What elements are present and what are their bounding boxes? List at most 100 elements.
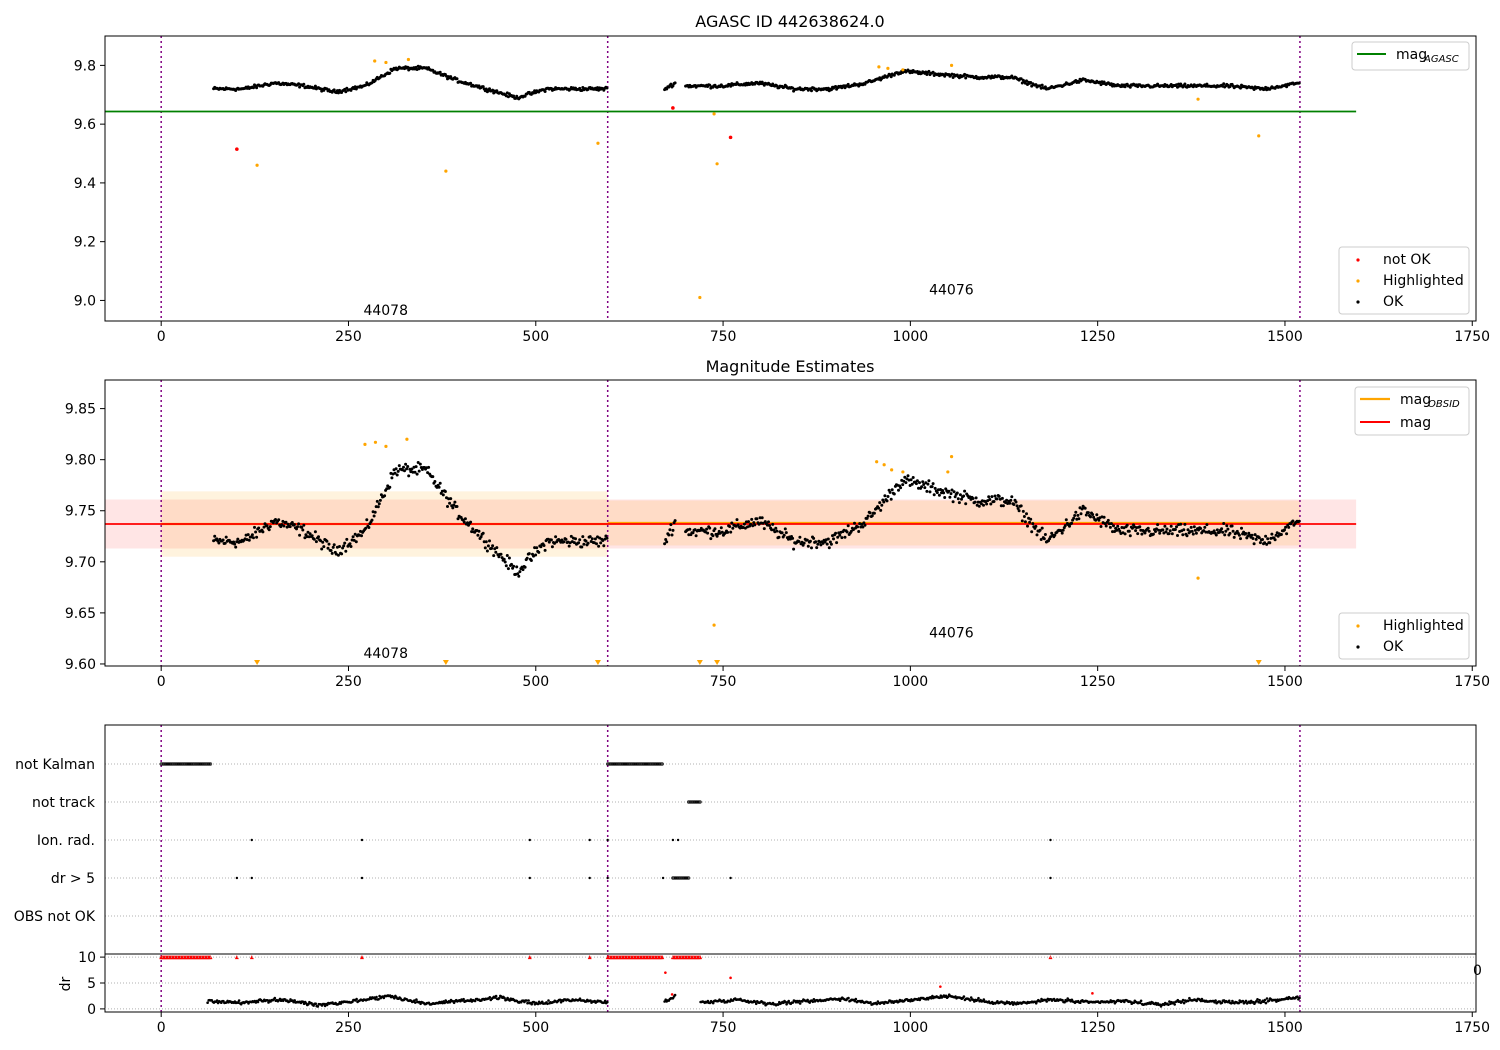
- highlighted-point: [1196, 97, 1200, 101]
- ok-point: [338, 545, 341, 548]
- ok-point: [728, 525, 732, 528]
- ok-point: [810, 89, 813, 93]
- ok-point: [490, 546, 494, 550]
- ok-point: [1095, 513, 1099, 517]
- ok-point: [948, 495, 952, 499]
- flag-point: [633, 762, 637, 766]
- ok-point: [267, 528, 271, 532]
- dr-point: [378, 994, 381, 998]
- ok-point: [882, 500, 886, 504]
- highlighted-point: [949, 455, 954, 459]
- ok-point: [265, 524, 269, 528]
- ok-point: [253, 525, 256, 529]
- dr-point: [944, 994, 948, 998]
- x-tick-label: 1000: [893, 329, 929, 345]
- ok-point: [503, 560, 507, 564]
- ok-point: [605, 536, 609, 540]
- ok-point: [431, 475, 435, 479]
- flag-label-not-kalman: not Kalman: [15, 757, 95, 773]
- below-axis-marker: [594, 660, 601, 665]
- dr-point: [754, 1002, 758, 1006]
- ok-point: [505, 554, 509, 557]
- ok-point: [296, 525, 299, 529]
- ok-point: [1297, 519, 1301, 523]
- ok-point: [1091, 513, 1095, 516]
- ok-point: [713, 527, 717, 531]
- ok-point: [1151, 532, 1155, 536]
- x-tick-label: 1750: [1454, 329, 1490, 345]
- y-tick-label: 9.75: [65, 504, 96, 520]
- ok-point: [246, 533, 250, 537]
- dr-point: [1187, 999, 1190, 1003]
- ok-point: [605, 86, 609, 90]
- ok-point: [1009, 498, 1013, 502]
- x-tick-label: 500: [522, 329, 549, 345]
- panel2-title: Magnitude Estimates: [706, 357, 875, 376]
- dr-point: [273, 996, 277, 1000]
- ok-point: [918, 481, 921, 485]
- flag-point: [689, 800, 693, 804]
- dr-point: [1045, 1000, 1048, 1003]
- ok-point: [1183, 522, 1187, 526]
- ok-point: [828, 540, 832, 544]
- ok-point: [455, 77, 459, 81]
- ok-point: [529, 559, 533, 562]
- ok-point: [1028, 520, 1032, 524]
- highlighted-point: [949, 63, 954, 67]
- flag-point: [162, 762, 166, 766]
- ok-point: [584, 539, 588, 543]
- ok-point: [1244, 532, 1248, 535]
- dr-point: [589, 999, 592, 1002]
- ok-point: [427, 465, 431, 469]
- panel3-frame: [104, 724, 1477, 1013]
- ok-point: [742, 522, 746, 526]
- flag-point: [166, 762, 171, 766]
- ok-point: [805, 538, 809, 542]
- ok-point: [665, 87, 669, 91]
- ok-point: [816, 542, 820, 546]
- ok-point: [836, 535, 840, 539]
- ok-point: [838, 533, 842, 537]
- highlighted-point: [406, 57, 411, 62]
- flag-point: [640, 762, 644, 766]
- ok-point: [671, 528, 675, 532]
- ok-point: [963, 489, 967, 493]
- highlighted-point: [384, 60, 388, 65]
- ok-point: [564, 537, 568, 541]
- ok-point: [755, 517, 759, 521]
- ok-point: [302, 523, 306, 527]
- ok-point: [664, 538, 668, 541]
- ok-point: [1252, 542, 1256, 546]
- dr-point: [711, 1001, 715, 1005]
- dr-point: [1011, 1003, 1015, 1006]
- ok-point: [1228, 531, 1232, 535]
- highlighted-point: [698, 295, 702, 300]
- flag-point: [652, 762, 656, 766]
- ok-point: [1019, 77, 1023, 81]
- flag-point: [649, 762, 653, 766]
- dr-point: [1230, 1002, 1233, 1005]
- flag-point: [196, 762, 200, 766]
- ok-point: [1034, 524, 1038, 528]
- ok-point: [414, 465, 418, 469]
- ok-point: [904, 481, 908, 485]
- ok-point: [550, 545, 554, 549]
- dr-point: [1244, 999, 1248, 1003]
- ok-point: [1109, 522, 1113, 526]
- ok-point: [604, 534, 608, 538]
- y-tick-label: 9.65: [65, 606, 96, 622]
- ok-point: [962, 494, 966, 498]
- legend-ok-marker: [1356, 300, 1360, 304]
- ok-point: [351, 535, 355, 539]
- ok-point: [694, 534, 698, 538]
- ok-point: [437, 485, 441, 489]
- flag-point: [653, 762, 657, 766]
- below-axis-marker: [696, 660, 703, 665]
- flag-point: [682, 876, 687, 880]
- dr-point: [946, 995, 950, 998]
- flag-point: [610, 762, 614, 766]
- ok-point: [413, 470, 417, 474]
- ok-point: [403, 469, 406, 473]
- flag-point: [648, 762, 652, 766]
- ok-point: [1179, 522, 1183, 526]
